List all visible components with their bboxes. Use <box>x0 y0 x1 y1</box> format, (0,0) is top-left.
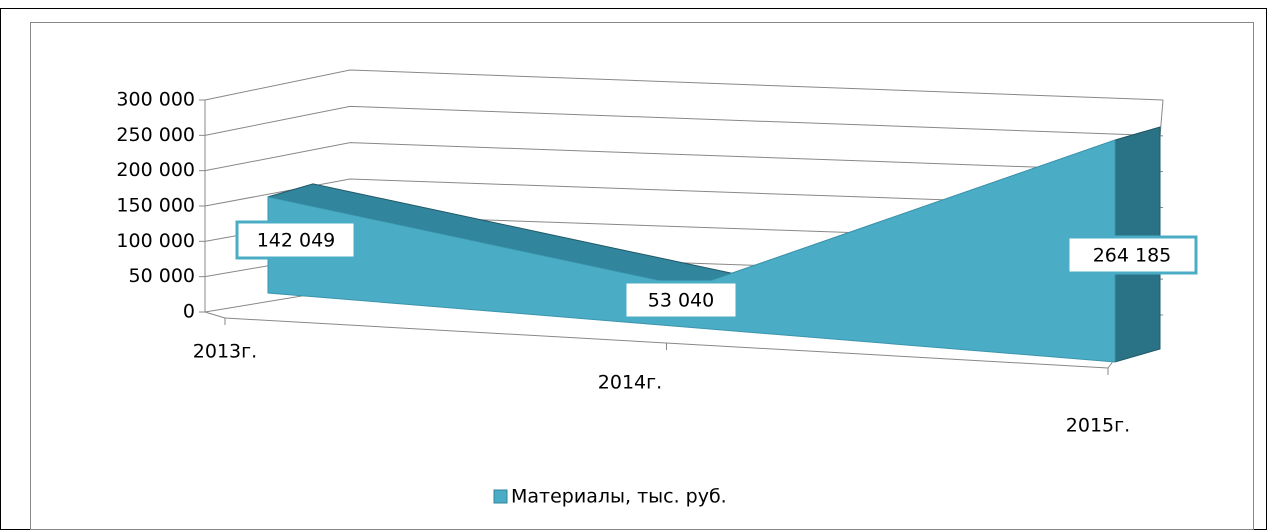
x-tick-label: 2013г. <box>193 341 257 363</box>
y-tick-label: 0 <box>183 301 195 323</box>
x-tick-label: 2015г. <box>1066 415 1130 437</box>
y-tick-label: 150 000 <box>116 195 195 217</box>
grid-line <box>204 178 1164 208</box>
data-label-box <box>1066 235 1198 275</box>
y-tick-label: 200 000 <box>116 159 195 181</box>
y-tick-label: 50 000 <box>129 265 195 287</box>
y-tick-label: 300 000 <box>116 89 195 111</box>
y-tick-label: 100 000 <box>116 230 195 252</box>
data-label-box <box>235 220 357 260</box>
axis-line <box>204 311 226 319</box>
data-label: 142 049 <box>257 230 336 252</box>
data-label: 264 185 <box>1093 245 1172 267</box>
y-tick-label: 250 000 <box>116 124 195 146</box>
data-label-box <box>623 280 739 320</box>
grid-line <box>204 69 1164 101</box>
x-tick-label: 2014г. <box>598 372 662 394</box>
legend-swatch <box>493 489 508 504</box>
grid-line <box>204 105 1164 137</box>
legend-label: Материалы, тыс. руб. <box>511 486 727 508</box>
data-label: 53 040 <box>648 290 714 312</box>
grid-line <box>204 142 1164 173</box>
